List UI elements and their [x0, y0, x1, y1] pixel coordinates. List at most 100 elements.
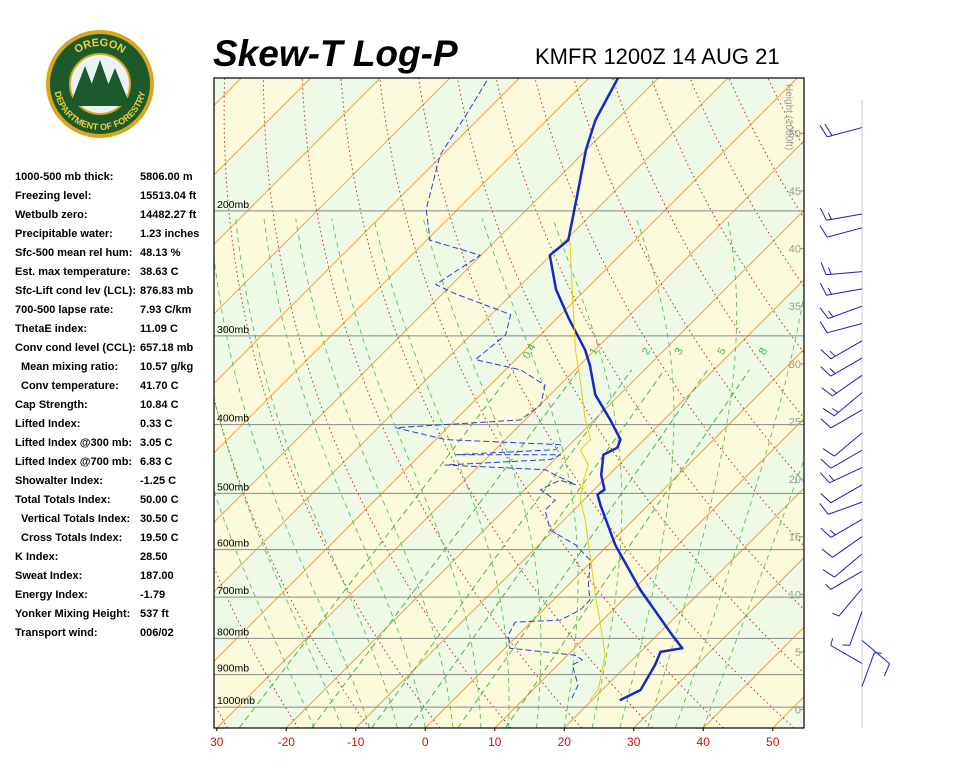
height-tick-label: 30	[789, 359, 801, 371]
index-value: 0.33 C	[140, 418, 172, 430]
y-tick-label: 800mb	[217, 626, 249, 638]
wind-barb	[821, 536, 863, 558]
isotherm-band	[214, 78, 804, 728]
dry-adiabat	[884, 78, 960, 728]
dry-adiabat	[807, 78, 960, 728]
index-label: Transport wind:	[15, 627, 98, 639]
wind-barb	[819, 207, 863, 221]
index-value: 28.50	[140, 551, 168, 563]
wind-barb	[822, 392, 863, 417]
wind-barb	[821, 374, 863, 397]
isotherm	[214, 78, 520, 385]
moist-adiabat	[214, 397, 343, 728]
isotherm	[214, 78, 659, 524]
index-value: 10.84 C	[140, 399, 179, 411]
wind-barb	[861, 640, 891, 677]
x-tick-label: 30	[210, 735, 224, 749]
index-value: 41.70 C	[140, 380, 179, 392]
index-label: Vertical Totals Index:	[21, 513, 130, 525]
wind-barb	[822, 553, 863, 578]
y-tick-label: 700mb	[217, 585, 249, 597]
wind-barb	[820, 409, 863, 429]
height-tick-label: 15	[789, 532, 801, 544]
index-value: 15513.04 ft	[140, 190, 197, 202]
moist-adiabat	[647, 218, 738, 728]
mixing-ratio-label: 8	[757, 346, 770, 357]
mixing-ratio-line	[238, 369, 515, 728]
index-value: 1.23 inches	[140, 228, 199, 240]
wind-barb	[819, 501, 863, 515]
wind-barb	[820, 262, 863, 276]
dry-adiabat	[418, 78, 795, 728]
isotherm	[214, 78, 381, 246]
moist-adiabat	[619, 218, 675, 728]
wind-barb	[819, 305, 863, 319]
y-tick-label: 1000mb	[217, 695, 255, 707]
mixing-ratio-line	[311, 369, 580, 728]
height-tick-label: 50	[789, 128, 801, 140]
height-tick-label: 35	[789, 301, 801, 313]
index-value: 50.00 C	[140, 494, 179, 506]
height-axis-label: Height (1000ft)	[783, 84, 794, 150]
moist-adiabat	[263, 218, 426, 728]
isotherm	[355, 279, 804, 728]
dry-adiabat	[223, 78, 441, 728]
wind-barb	[842, 611, 863, 646]
indices-table: 1000-500 mb thick: 5806.00 m Freezing leve…	[15, 171, 199, 639]
index-label: Precipitable water:	[15, 228, 113, 240]
x-tick-label: 0	[422, 735, 429, 749]
x-tick-label: 40	[697, 735, 711, 749]
index-label: K Index:	[15, 551, 58, 563]
height-tick-label: 0	[795, 705, 801, 717]
plot-area: 0.4 1 2 3 5 8200mb300mb400mb500mb600mb700mb80…	[214, 78, 804, 717]
wind-barb	[819, 467, 863, 484]
index-value: 30.50 C	[140, 513, 179, 525]
dry-adiabat	[301, 78, 583, 728]
isotherm	[214, 78, 590, 454]
plot-frame	[213, 77, 805, 729]
wind-barb	[820, 357, 863, 377]
x-tick-label: -20	[278, 735, 296, 749]
profile-line	[395, 80, 591, 699]
index-label: Cap Strength:	[15, 399, 88, 411]
wind-barb	[820, 484, 863, 504]
dry-adiabat	[689, 78, 804, 288]
index-value: 11.09 C	[140, 323, 178, 335]
index-value: -1.79	[140, 589, 165, 601]
index-label: Yonker Mixing Height:	[15, 608, 130, 620]
index-label: 700-500 lapse rate:	[15, 304, 113, 316]
dry-adiabat	[379, 78, 724, 728]
index-value: 5806.00 m	[140, 171, 193, 183]
wind-barb	[822, 432, 863, 457]
height-tick-label: 45	[789, 186, 801, 198]
index-label: 1000-500 mb thick:	[15, 171, 113, 183]
index-value: 48.13 %	[140, 247, 181, 259]
index-label: Sfc-Lift cond lev (LCL):	[15, 285, 136, 297]
y-tick-label: 900mb	[217, 663, 249, 675]
isotherm	[216, 140, 804, 728]
y-tick-label: 300mb	[217, 324, 249, 336]
wind-barbs	[819, 123, 891, 687]
moist-adiabat	[214, 254, 371, 728]
height-tick-label: 20	[789, 474, 801, 486]
y-tick-label: 600mb	[217, 538, 249, 550]
isotherm	[563, 487, 804, 728]
profile-line	[569, 240, 606, 701]
isotherm	[494, 418, 804, 728]
height-tick-label: 10	[789, 589, 801, 601]
index-label: Est. max temperature:	[15, 266, 131, 278]
index-label: Wetbulb zero:	[15, 209, 88, 221]
dry-adiabat	[340, 78, 653, 728]
mixing-ratio-line	[505, 369, 750, 728]
wind-barb	[819, 282, 863, 296]
isotherm	[842, 78, 960, 728]
index-label: Conv temperature:	[21, 380, 119, 392]
index-label: Lifted Index:	[15, 418, 80, 430]
index-value: 187.00	[140, 570, 174, 582]
index-label: Showalter Index:	[15, 475, 103, 487]
logo-top-text: OREGON	[72, 37, 127, 56]
mixing-ratio-line	[371, 369, 633, 728]
moist-adiabat	[702, 458, 804, 728]
moist-adiabat	[235, 218, 398, 728]
chart-title: Skew-T Log-P	[213, 33, 458, 74]
